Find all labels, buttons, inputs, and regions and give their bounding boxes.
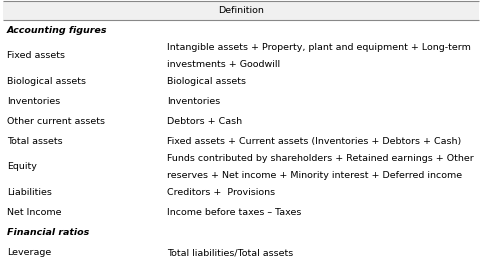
Text: reserves + Net income + Minority interest + Deferred income: reserves + Net income + Minority interes… [167,171,462,180]
Text: Total liabilities/Total assets: Total liabilities/Total assets [167,248,294,257]
Text: Other current assets: Other current assets [7,117,105,126]
Text: Financial ratios: Financial ratios [7,228,89,237]
Text: Leverage: Leverage [7,248,51,257]
Text: Inventories: Inventories [7,97,60,106]
Text: Accounting figures: Accounting figures [7,26,107,35]
Text: Income before taxes – Taxes: Income before taxes – Taxes [167,208,302,217]
Text: Definition: Definition [218,6,264,15]
Text: Biological assets: Biological assets [167,77,246,86]
Text: Creditors +  Provisions: Creditors + Provisions [167,188,275,197]
Text: Liabilities: Liabilities [7,188,52,197]
Text: Biological assets: Biological assets [7,77,86,86]
Text: Intangible assets + Property, plant and equipment + Long-term: Intangible assets + Property, plant and … [167,43,471,52]
Text: Equity: Equity [7,162,37,172]
Text: Debtors + Cash: Debtors + Cash [167,117,242,126]
Bar [3,1,479,20]
Text: Fixed assets + Current assets (Inventories + Debtors + Cash): Fixed assets + Current assets (Inventori… [167,137,461,146]
Text: Inventories: Inventories [167,97,220,106]
Text: Net Income: Net Income [7,208,62,217]
Text: Fixed assets: Fixed assets [7,51,65,60]
Text: Funds contributed by shareholders + Retained earnings + Other: Funds contributed by shareholders + Reta… [167,154,474,163]
Text: investments + Goodwill: investments + Goodwill [167,60,281,69]
Text: Total assets: Total assets [7,137,63,146]
